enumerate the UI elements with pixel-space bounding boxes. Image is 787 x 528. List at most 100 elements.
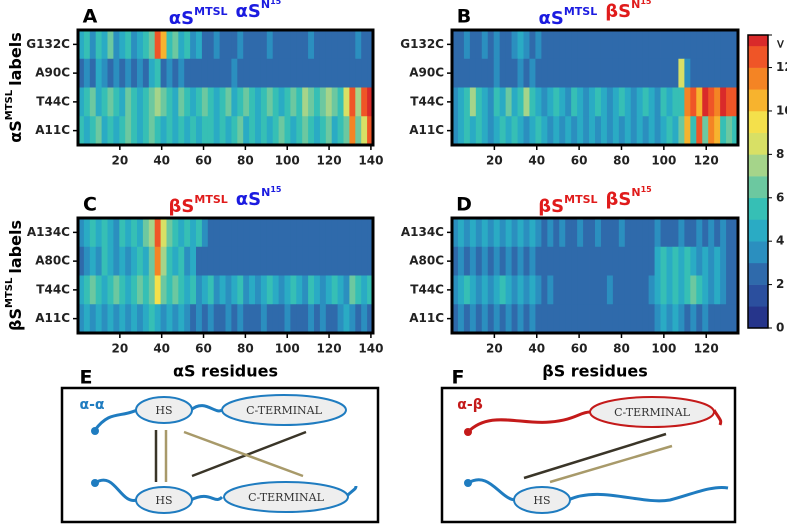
heatmap-cell	[266, 30, 274, 60]
heatmap-cell	[355, 58, 362, 88]
heatmap-cell	[213, 304, 220, 334]
heatmap-cell	[196, 58, 203, 88]
title-text: βS	[605, 1, 631, 22]
heatmap-cell	[113, 218, 120, 248]
heatmap-cell	[630, 58, 638, 88]
heatmap-cell	[302, 304, 309, 334]
heatmap-cell	[184, 116, 191, 146]
heatmap-cell	[481, 246, 489, 276]
heatmap-cell	[355, 246, 362, 276]
ylabel-text: αS	[6, 120, 25, 143]
heatmap-cell	[452, 116, 459, 146]
heatmap-cell	[178, 275, 185, 305]
heatmap-cell	[660, 246, 667, 276]
heatmap-cell	[463, 246, 471, 276]
heatmap-cell	[319, 275, 327, 305]
heatmap-cell	[278, 218, 285, 248]
heatmap-cell	[213, 30, 220, 60]
heatmap-cell	[148, 30, 156, 60]
heatmap-cell	[284, 304, 291, 334]
heatmap-cell	[553, 246, 560, 276]
heatmap-cell	[255, 246, 262, 276]
heatmap-cell	[131, 116, 138, 146]
heatmap-cell	[166, 304, 173, 334]
heatmap-cell	[702, 275, 709, 305]
heatmap-cell	[308, 116, 315, 146]
heatmap-cell	[648, 275, 655, 305]
heatmap-cell	[178, 218, 185, 248]
heatmap-cell	[154, 218, 161, 248]
diagram-e: E α-α HS C-TERMINAL HS C-TERMINAL	[60, 367, 380, 524]
heatmap-cell	[648, 246, 655, 276]
heatmap-cell	[160, 58, 167, 88]
x-axis-label: βS residues	[542, 362, 648, 381]
heatmap-cell	[493, 87, 501, 117]
heatmap-cell	[119, 30, 126, 60]
heatmap-cell	[249, 246, 256, 276]
heatmap-cell	[184, 275, 191, 305]
diagram-name: α-β	[457, 397, 482, 413]
heatmap-cell	[166, 58, 173, 88]
x-tick-label: 100	[651, 154, 676, 168]
heatmap-cell	[331, 304, 338, 334]
heatmap-cell	[726, 30, 733, 60]
heatmap-cell	[636, 246, 644, 276]
heatmap-cell	[89, 87, 97, 117]
panel-title: βSMTSL βSN15	[538, 185, 652, 218]
heatmap-cell	[678, 218, 685, 248]
heatmap-cell	[702, 87, 709, 117]
panel-label: D	[456, 194, 472, 216]
heatmap-cell	[225, 58, 232, 88]
heatmap-cell	[684, 87, 691, 117]
heatmap-cell	[296, 87, 303, 117]
heatmap-cell	[361, 30, 368, 60]
heatmap-cell	[190, 87, 197, 117]
heatmap-cell	[487, 58, 495, 88]
heatmap-cell	[535, 116, 542, 146]
heatmap-cell	[660, 304, 667, 334]
title-text: αS	[539, 8, 564, 29]
heatmap-cell	[499, 116, 507, 146]
heatmap-cell	[272, 304, 279, 334]
x-tick-label: 80	[613, 342, 630, 356]
heatmap-cell	[648, 218, 655, 248]
x-tick-label: 120	[694, 154, 719, 168]
heatmap-cell	[678, 246, 685, 276]
heatmap-cell	[642, 87, 650, 117]
heatmap-cell	[595, 246, 602, 276]
heatmap-cell	[636, 87, 644, 117]
heatmap-cell	[243, 58, 250, 88]
heatmap-cell	[166, 246, 173, 276]
heatmap-cell	[505, 58, 512, 88]
heatmap-cell	[302, 30, 309, 60]
heatmap-cell	[349, 246, 356, 276]
heatmap-cell	[290, 116, 297, 146]
heatmap-cell	[666, 87, 673, 117]
heatmap-cell	[547, 87, 554, 117]
heatmap-cell	[535, 58, 542, 88]
heatmap-cell	[243, 275, 250, 305]
heatmap-cell	[666, 218, 673, 248]
heatmap-cell	[654, 87, 661, 117]
heatmap-cell	[178, 304, 185, 334]
heatmap-cell	[595, 304, 602, 334]
heatmap-cell	[690, 30, 697, 60]
heatmap-cell	[577, 58, 584, 88]
heatmap-cell	[113, 275, 120, 305]
heatmap-cell	[487, 246, 495, 276]
heatmap-cell	[511, 87, 518, 117]
heatmap-cell	[172, 304, 179, 334]
heatmap-cell	[553, 30, 560, 60]
heatmap-cell	[666, 116, 673, 146]
heatmap-cell	[684, 246, 691, 276]
heatmap-cell	[583, 275, 590, 305]
heatmap-cell	[131, 218, 138, 248]
heatmap-cell	[101, 304, 108, 334]
heatmap-cell	[308, 275, 315, 305]
heatmap-cell	[678, 304, 685, 334]
heatmap-cell	[260, 275, 268, 305]
heatmap-cell	[511, 30, 518, 60]
panel-label: C	[83, 194, 97, 216]
heatmap-cell	[481, 30, 489, 60]
heatmap-cell	[160, 246, 167, 276]
